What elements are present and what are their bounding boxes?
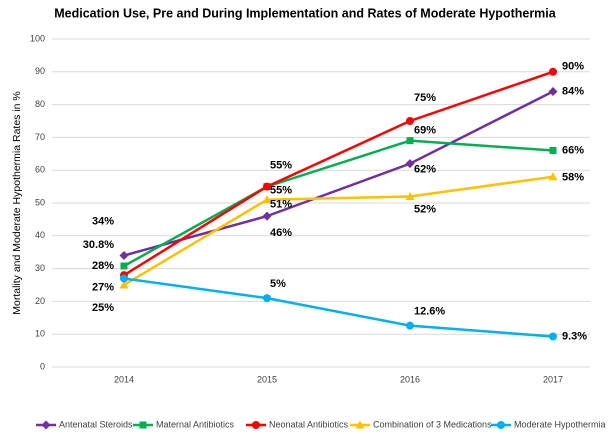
- marker: [263, 294, 271, 303]
- x-tick-label: 2016: [400, 374, 420, 384]
- marker: [406, 321, 414, 330]
- marker: [263, 182, 271, 191]
- data-label: 66%: [562, 144, 584, 156]
- data-label: 34%: [92, 215, 114, 227]
- marker: [549, 332, 557, 341]
- data-label: 55%: [270, 160, 292, 172]
- marker: [548, 86, 558, 96]
- marker: [119, 250, 129, 260]
- y-tick-label: 0: [40, 361, 45, 371]
- marker: [120, 262, 128, 270]
- marker: [405, 191, 415, 200]
- legend-label: Maternal Antibiotics: [156, 419, 235, 429]
- marker: [120, 274, 128, 283]
- data-label: 69%: [414, 125, 436, 137]
- y-tick-label: 80: [35, 99, 45, 109]
- legend-marker: [41, 420, 51, 430]
- data-label: 51%: [270, 199, 292, 211]
- series-line: [123, 70, 554, 277]
- data-label: 62%: [414, 164, 436, 176]
- series-line: [123, 90, 554, 257]
- data-label: 90%: [562, 61, 584, 73]
- legend-marker: [497, 421, 505, 429]
- marker: [549, 147, 557, 155]
- data-label: 5%: [270, 278, 286, 290]
- marker: [406, 117, 414, 125]
- data-label: 12.6%: [414, 306, 445, 318]
- marker: [405, 159, 415, 169]
- data-label: 52%: [414, 203, 436, 215]
- data-label: 25%: [92, 302, 114, 314]
- y-tick-label: 100: [30, 33, 45, 43]
- series-line: [123, 139, 554, 268]
- y-tick-label: 10: [35, 329, 45, 339]
- data-label: 9.3%: [562, 330, 587, 342]
- legend-marker: [252, 421, 260, 429]
- x-tick-label: 2017: [543, 374, 563, 384]
- series-line: [123, 277, 554, 338]
- data-label: 30.8%: [83, 239, 114, 251]
- y-tick-label: 30: [35, 263, 45, 273]
- legend-marker: [355, 420, 365, 429]
- x-tick-label: 2014: [114, 374, 134, 384]
- legend-label: Moderate Hypothermia: [514, 419, 606, 429]
- y-tick-label: 90: [35, 66, 45, 76]
- data-label: 27%: [92, 281, 114, 293]
- data-label: 55%: [270, 185, 292, 197]
- data-label: 84%: [562, 85, 584, 97]
- legend-label: Combination of 3 Medications: [373, 419, 492, 429]
- chart-title: Medication Use, Pre and During Implement…: [54, 6, 557, 20]
- data-label: 28%: [92, 260, 114, 272]
- legend-label: Neonatal Antibiotics: [269, 419, 349, 429]
- marker: [262, 211, 272, 221]
- y-tick-label: 60: [35, 165, 45, 175]
- y-tick-label: 70: [35, 132, 45, 142]
- y-tick-label: 20: [35, 296, 45, 306]
- legend-marker: [139, 421, 147, 429]
- data-label: 75%: [414, 92, 436, 104]
- y-axis-title: Mortality and Moderate Hypothermia Rates…: [11, 91, 23, 315]
- marker: [262, 195, 272, 204]
- data-label: 58%: [562, 172, 584, 184]
- x-tick-label: 2015: [257, 374, 277, 384]
- marker: [119, 280, 129, 289]
- marker: [549, 67, 557, 76]
- data-label: 46%: [270, 227, 292, 239]
- series-line: [123, 175, 554, 287]
- y-tick-label: 50: [35, 197, 45, 207]
- marker: [548, 172, 558, 181]
- legend-label: Antenatal Steroids: [59, 419, 133, 429]
- y-tick-label: 40: [35, 230, 45, 240]
- marker: [406, 137, 414, 145]
